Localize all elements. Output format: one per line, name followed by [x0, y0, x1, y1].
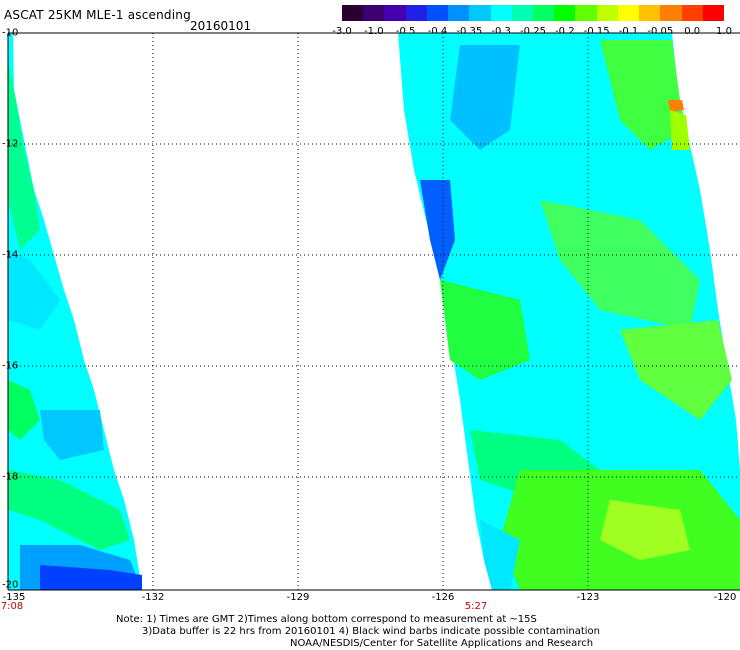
colorbar-tick-label: -0.5 [395, 26, 416, 37]
colorbar-swatch [405, 5, 427, 21]
colorbar-swatch [575, 5, 597, 21]
lon-label: -123 [576, 592, 600, 603]
colorbar-swatch [511, 5, 533, 21]
colorbar-swatch [639, 5, 661, 21]
lon-label: -135 [2, 592, 26, 603]
colorbar-swatch [363, 5, 385, 21]
note-line-1: Note: 1) Times are GMT 2)Times along bot… [116, 614, 537, 625]
lat-label: -12 [2, 138, 19, 150]
colorbar [342, 5, 724, 21]
graticule [8, 33, 740, 590]
lat-label: -18 [2, 471, 19, 483]
pass-time-west: 7:08 [0, 601, 24, 612]
colorbar-tick-label: -0.4 [427, 26, 448, 37]
colorbar-swatch [342, 5, 364, 21]
note-line-2: 3)Data buffer is 22 hrs from 20160101 4)… [142, 626, 600, 637]
lat-label: -14 [2, 249, 19, 261]
colorbar-tick-label: -1.0 [364, 26, 384, 37]
colorbar-swatch [384, 5, 406, 21]
lat-label: -16 [2, 360, 19, 372]
colorbar-tick-label: -0.35 [456, 26, 483, 37]
colorbar-tick-label: -0.15 [583, 26, 610, 37]
colorbar-swatch [702, 5, 724, 21]
lat-label: -20 [2, 579, 19, 591]
colorbar-tick-label: 0.0 [684, 26, 701, 37]
west-swath [8, 33, 142, 590]
colorbar-tick-label: -0.05 [647, 26, 674, 37]
pass-time-east: 5:27 [464, 601, 488, 612]
colorbar-swatch [617, 5, 640, 21]
colorbar-swatch [448, 5, 470, 21]
lon-label: -132 [141, 592, 165, 603]
lat-label: -10 [2, 27, 19, 39]
colorbar-tick-label: 1.0 [716, 26, 732, 37]
colorbar-swatch [596, 5, 618, 21]
colorbar-swatch [426, 5, 449, 21]
map-title: ASCAT 25KM MLE-1 ascending [4, 8, 191, 22]
colorbar-swatch [660, 5, 682, 21]
colorbar-tick-label: -3.0 [332, 26, 352, 37]
colorbar-tick-label: -0.25 [520, 26, 546, 37]
note-line-3: NOAA/NESDIS/Center for Satellite Applica… [290, 638, 594, 649]
colorbar-swatch [681, 5, 703, 21]
colorbar-tick-label: -0.2 [555, 26, 575, 37]
lon-label: -126 [431, 592, 455, 603]
map-date: 20160101 [190, 19, 252, 33]
east-swath [398, 33, 740, 590]
colorbar-swatch [490, 5, 512, 21]
colorbar-swatch [554, 5, 576, 21]
colorbar-tick-label: -0.3 [491, 26, 511, 37]
lon-label: -120 [713, 592, 737, 603]
colorbar-ticks: -3.0 -1.0 -0.5 -0.4 -0.35 -0.3 -0.25 -0.2 -0.15-… [330, 26, 740, 38]
plot-frame [7, 32, 740, 591]
colorbar-swatch [469, 5, 491, 21]
lon-label: -129 [286, 592, 310, 603]
colorbar-swatch [532, 5, 555, 21]
colorbar-tick-label: -0.1 [618, 26, 639, 37]
